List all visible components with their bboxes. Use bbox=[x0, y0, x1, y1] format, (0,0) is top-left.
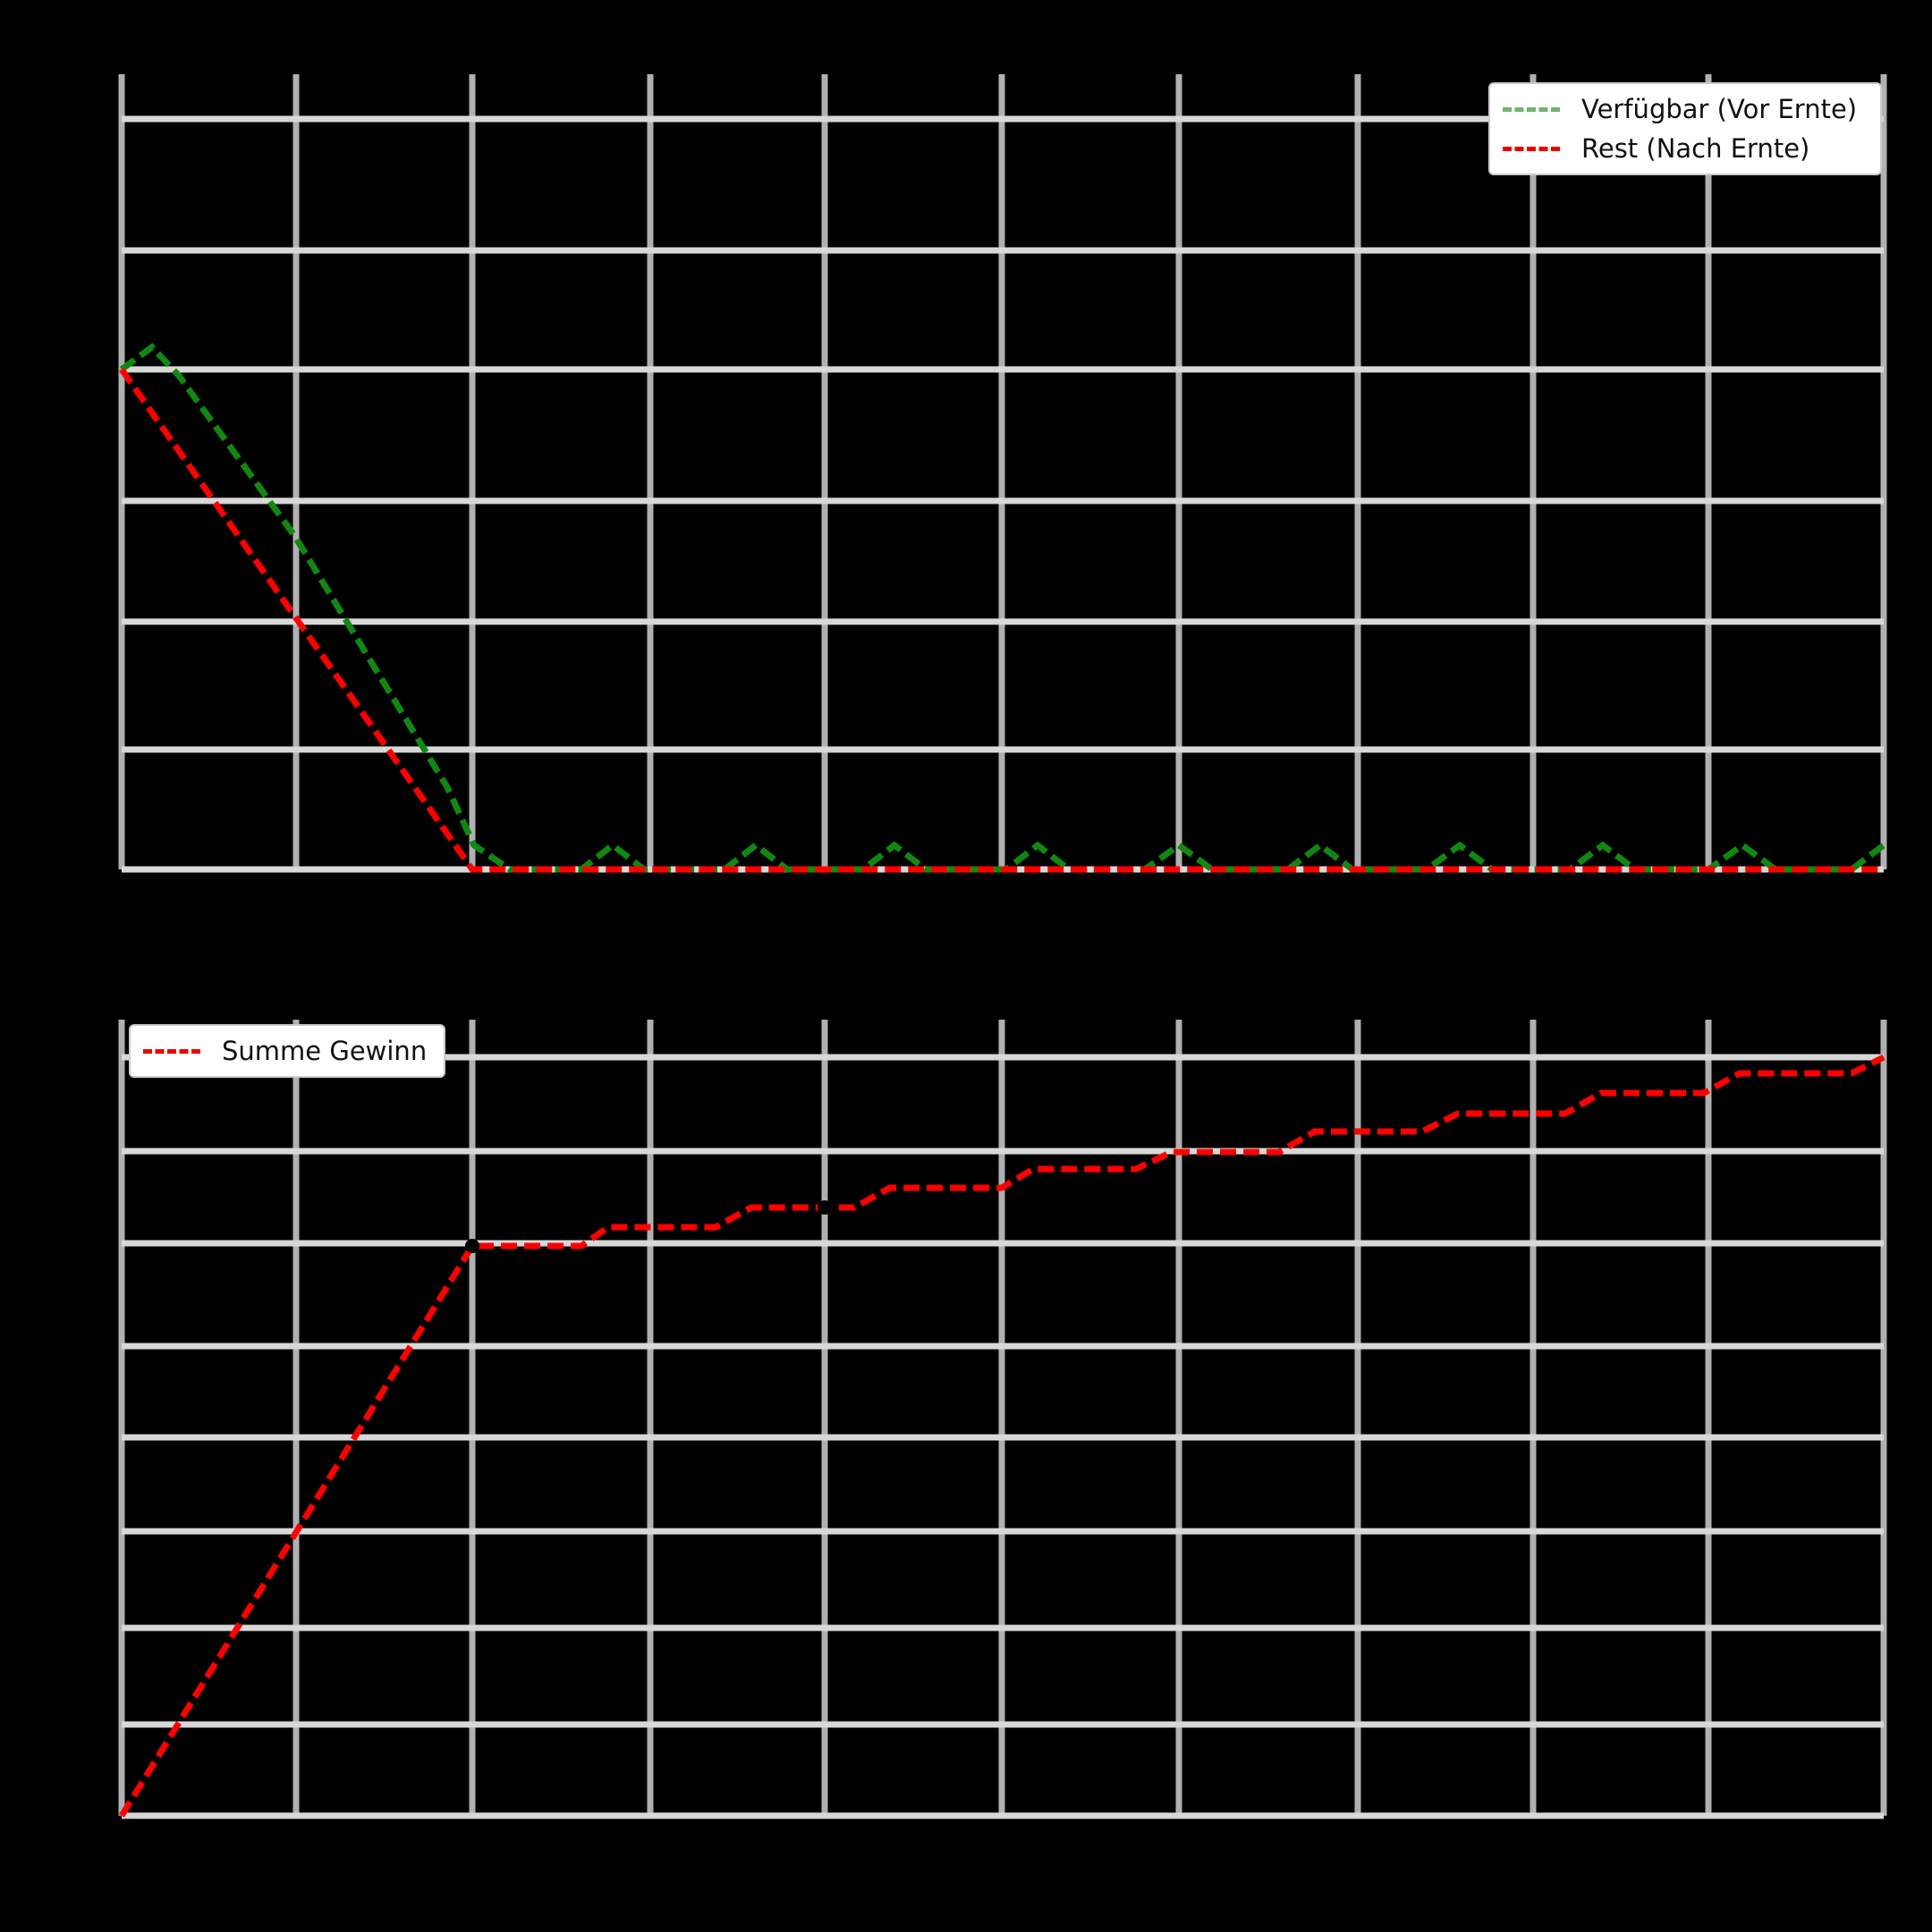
red-dash-swatch-icon bbox=[143, 1048, 200, 1054]
red-dash-swatch-icon bbox=[1503, 146, 1560, 151]
bottom-chart-grid bbox=[118, 1020, 1887, 1819]
legend-item-verfuegbar: Verfügbar (Vor Ernte) bbox=[1503, 89, 1868, 129]
top-chart-lines bbox=[119, 343, 1886, 873]
top-chart-grid bbox=[118, 74, 1887, 873]
legend-label: Summe Gewinn bbox=[222, 1036, 428, 1066]
legend-label: Rest (Nach Ernte) bbox=[1581, 133, 1810, 164]
bottom-chart-lines bbox=[119, 1054, 1885, 1818]
bottom-chart-legend: Summe Gewinn bbox=[129, 1024, 445, 1078]
green-dash-swatch-icon bbox=[1503, 106, 1560, 112]
legend-item-rest: Rest (Nach Ernte) bbox=[1503, 129, 1868, 168]
legend-label: Verfügbar (Vor Ernte) bbox=[1581, 94, 1858, 124]
top-chart-legend: Verfügbar (Vor Ernte) Rest (Nach Ernte) bbox=[1488, 82, 1882, 175]
legend-item-summe-gewinn: Summe Gewinn bbox=[143, 1031, 431, 1071]
